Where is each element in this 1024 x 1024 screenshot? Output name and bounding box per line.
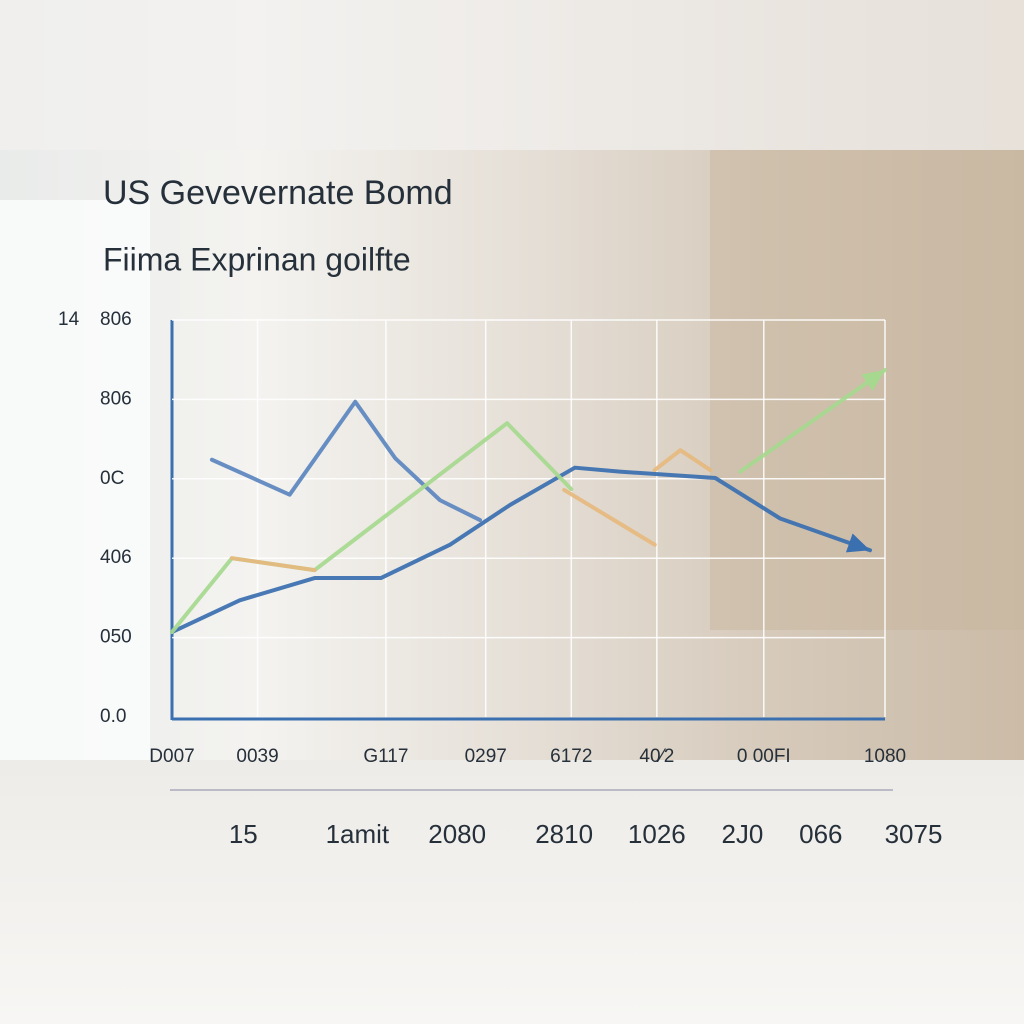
x2-tick-label: 2810 (535, 819, 593, 849)
line (170, 465, 873, 635)
chart-title: US Gevevernate Bomd (103, 174, 453, 212)
x2-tick-label: 2080 (428, 819, 486, 849)
y-tick-label: 806 (100, 309, 132, 330)
ceiling (0, 0, 1024, 150)
x-tick-label: 40⁄2 (639, 746, 674, 767)
y-tick-label: 406 (100, 547, 132, 568)
x-tick-label: 0039 (236, 746, 278, 767)
x2-tick-label: 1026 (628, 819, 686, 849)
x-tick-label: 1080 (864, 746, 906, 767)
x-tick-label: 0297 (465, 746, 507, 767)
annotation: 14 (58, 309, 80, 330)
y-tick-label: 0C (100, 468, 124, 489)
chart-subtitle: Fiima Exprinan goilfte (103, 241, 411, 277)
x-tick-label: 6172 (550, 746, 592, 767)
arrow-head (845, 533, 871, 553)
x-tick-label: D007 (149, 746, 194, 767)
y-tick-label: 806 (100, 388, 132, 409)
x-tick-label: G117 (363, 746, 408, 767)
x-tick-label: 0 00FI (737, 746, 791, 767)
x2-tick-label: 3075 (885, 819, 943, 849)
window (0, 200, 150, 760)
y-tick-label: 0.0 (100, 706, 126, 727)
x2-tick-label: 2J0 (721, 819, 763, 849)
floor (0, 760, 1024, 1024)
y-tick-label: 050 (100, 627, 132, 648)
x2-tick-label: 066 (799, 819, 842, 849)
x2-tick-label: 1amit (326, 819, 390, 849)
arrow-head (861, 370, 885, 391)
line (229, 448, 713, 573)
line (209, 399, 483, 523)
x2-tick-label: 15 (229, 819, 258, 849)
